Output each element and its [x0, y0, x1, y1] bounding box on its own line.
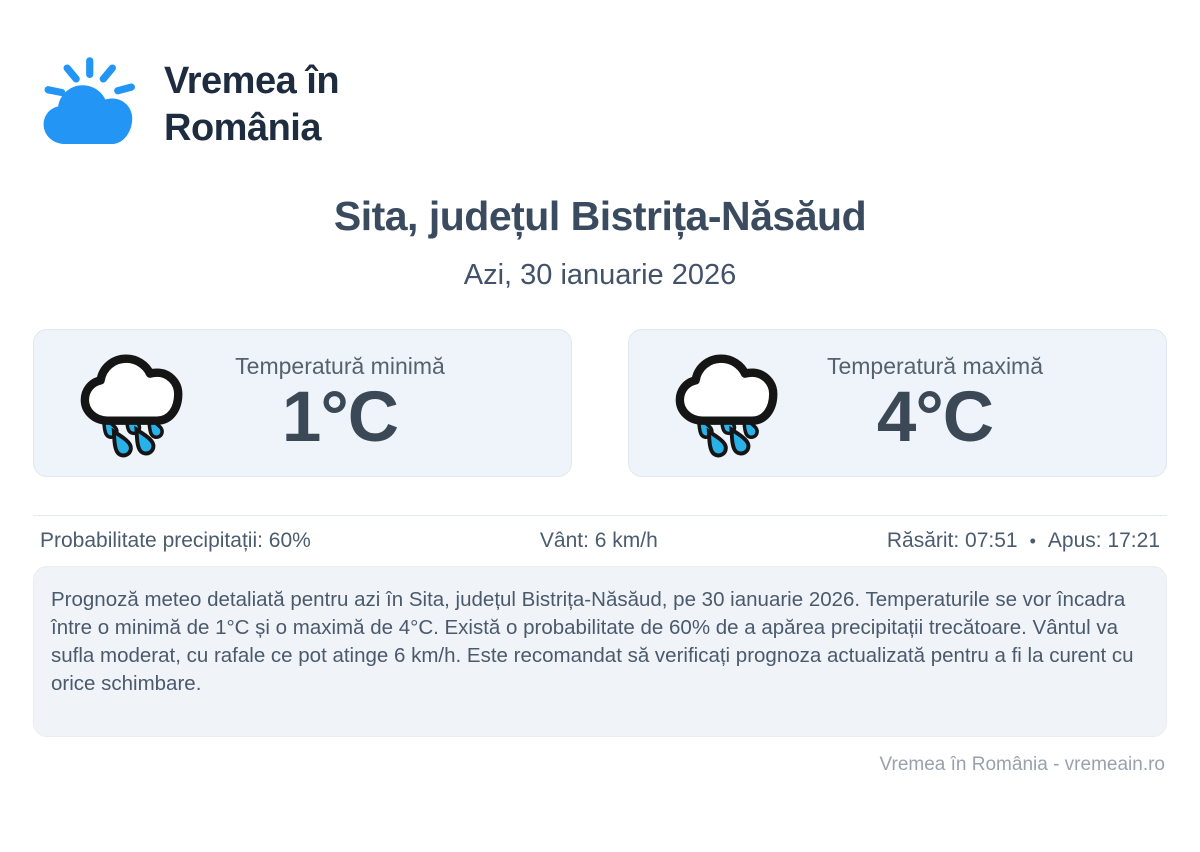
temperature-cards: Temperatură minimă 1°C	[33, 329, 1167, 477]
max-temperature-value: 4°C	[876, 378, 994, 457]
sunset-stat: Apus: 17:21	[1047, 529, 1160, 552]
bullet-separator: •	[1029, 531, 1036, 551]
brand-header: Vremea în România	[40, 52, 1200, 157]
brand-name: Vremea în România	[164, 58, 340, 151]
forecast-text: Prognoză meteo detaliată pentru azi în S…	[51, 588, 1134, 695]
footer-credit: Vremea în România - vremeain.ro	[879, 754, 1165, 775]
wind-stat: Vânt: 6 km/h	[539, 529, 658, 552]
footer: Vremea în România - vremeain.ro	[0, 754, 1165, 776]
weather-page: Vremea în România Sita, județul Bistrița…	[0, 52, 1200, 852]
divider	[33, 515, 1167, 516]
min-temperature-card: Temperatură minimă 1°C	[33, 329, 572, 477]
precipitation-stat: Probabilitate precipitații: 60%	[40, 529, 311, 552]
forecast-box: Prognoză meteo detaliată pentru azi în S…	[33, 566, 1167, 737]
sun-behind-cloud-icon	[40, 52, 144, 157]
page-title: Sita, județul Bistrița-Năsăud	[333, 193, 867, 239]
rain-cloud-icon	[74, 343, 196, 464]
min-temperature-text: Temperatură minimă 1°C	[204, 353, 476, 453]
brand-name-line1: Vremea în	[164, 59, 340, 102]
rain-cloud-icon	[669, 343, 791, 464]
sunrise-stat: Răsărit: 07:51	[886, 529, 1018, 552]
max-temperature-card: Temperatură maximă 4°C	[628, 329, 1167, 477]
brand-name-line2: România	[164, 106, 321, 149]
date-subtitle: Azi, 30 ianuarie 2026	[463, 259, 737, 291]
max-temperature-label: Temperatură maximă	[826, 353, 1044, 379]
stats-row: Probabilitate precipitații: 60% Vânt: 6 …	[40, 529, 1160, 553]
min-temperature-label: Temperatură minimă	[235, 353, 445, 379]
sun-times-stat: Răsărit: 07:51 • Apus: 17:21	[887, 529, 1160, 553]
max-temperature-text: Temperatură maximă 4°C	[799, 353, 1071, 453]
min-temperature-value: 1°C	[281, 378, 399, 457]
